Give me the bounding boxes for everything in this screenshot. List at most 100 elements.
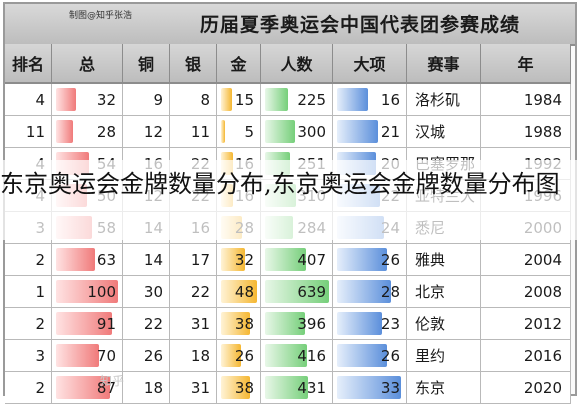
table-cell-year: 2012 <box>481 308 571 340</box>
total-value: 87 <box>96 378 116 397</box>
table-cell-city: 东京 <box>407 372 481 404</box>
city-header: 赛事 <box>407 44 481 84</box>
table-cell-rank: 11 <box>5 116 52 148</box>
events-value: 26 <box>380 250 400 269</box>
table-cell-city: 伦敦 <box>407 308 481 340</box>
table-cell-gold: 38 <box>217 308 261 340</box>
table-cell-silver: 18 <box>170 340 217 372</box>
city-value: 伦敦 <box>415 315 446 333</box>
gold-value: 15 <box>234 90 254 109</box>
table-cell-total: 32 <box>52 84 123 116</box>
table-cell-silver: 31 <box>170 308 217 340</box>
credit-text: 制图@知乎张浩 <box>69 11 133 21</box>
total-bar <box>56 280 118 303</box>
rank-value: 2 <box>35 250 45 269</box>
table-cell-year: 1988 <box>481 116 571 148</box>
image-caption-overlay: 东京奥运会金牌数量分布,东京奥运会金牌数量分布图 <box>0 160 580 240</box>
table-cell-silver: 8 <box>170 84 217 116</box>
events-bar <box>337 312 382 335</box>
gold-value: 38 <box>234 314 254 333</box>
gold-value: 5 <box>244 122 254 141</box>
table-cell-events: 26 <box>333 244 407 276</box>
total-value: 28 <box>96 122 116 141</box>
rank-value: 2 <box>35 378 45 397</box>
total-value: 32 <box>96 90 116 109</box>
events-bar <box>337 376 401 399</box>
athletes-value: 300 <box>297 122 326 141</box>
table-cell-silver: 22 <box>170 276 217 308</box>
table-cell-events: 21 <box>333 116 407 148</box>
city-value: 洛杉矶 <box>415 91 461 109</box>
athletes-value: 407 <box>297 250 326 269</box>
table-cell-total: 91 <box>52 308 123 340</box>
caption-text: 东京奥运会金牌数量分布,东京奥运会金牌数量分布图 <box>0 170 560 198</box>
table-cell-silver: 17 <box>170 244 217 276</box>
total-value: 91 <box>96 314 116 333</box>
table-cell-rank: 2 <box>5 244 52 276</box>
table-cell-rank: 3 <box>5 340 52 372</box>
table-cell-silver: 31 <box>170 372 217 404</box>
table-cell-year: 1984 <box>481 84 571 116</box>
rank-header: 排名 <box>5 44 52 84</box>
bronze-value: 30 <box>143 282 163 301</box>
table-cell-events: 26 <box>333 340 407 372</box>
athletes-bar <box>265 344 307 367</box>
rank-value: 11 <box>25 122 45 141</box>
table-cell-year: 2004 <box>481 244 571 276</box>
year-value: 2004 <box>523 250 562 269</box>
table-cell-athletes: 225 <box>261 84 333 116</box>
athletes-bar <box>265 120 295 143</box>
year-value: 1984 <box>523 90 562 109</box>
table-cell-total: 87 <box>52 372 123 404</box>
gold-value: 48 <box>234 282 254 301</box>
events-value: 26 <box>380 346 400 365</box>
gold-header: 金 <box>217 44 261 84</box>
table-cell-gold: 5 <box>217 116 261 148</box>
rank-value: 4 <box>35 90 45 109</box>
events-value: 16 <box>380 90 400 109</box>
gold-bar <box>221 312 250 335</box>
table-cell-athletes: 300 <box>261 116 333 148</box>
events-bar <box>337 344 387 367</box>
bronze-header: 铜 <box>123 44 170 84</box>
athletes-value: 639 <box>297 282 326 301</box>
table-cell-rank: 2 <box>5 372 52 404</box>
athletes-header: 人数 <box>261 44 333 84</box>
events-bar <box>337 88 368 111</box>
table-cell-gold: 32 <box>217 244 261 276</box>
silver-value: 18 <box>190 346 210 365</box>
events-value: 33 <box>380 378 400 397</box>
year-value: 2016 <box>523 346 562 365</box>
gold-value: 32 <box>234 250 254 269</box>
events-bar <box>337 280 391 303</box>
silver-header: 银 <box>170 44 217 84</box>
total-bar <box>56 344 99 367</box>
table-cell-bronze: 22 <box>123 308 170 340</box>
table-cell-gold: 15 <box>217 84 261 116</box>
gold-value: 38 <box>234 378 254 397</box>
table-cell-total: 63 <box>52 244 123 276</box>
city-value: 东京 <box>415 379 446 397</box>
table-cell-total: 70 <box>52 340 123 372</box>
table-cell-athletes: 396 <box>261 308 333 340</box>
total-value: 100 <box>87 282 116 301</box>
table-cell-events: 33 <box>333 372 407 404</box>
silver-value: 31 <box>190 314 210 333</box>
athletes-value: 396 <box>297 314 326 333</box>
title-bar: 制图@知乎张浩 历届夏季奥运会中国代表团参赛成绩 <box>5 4 575 46</box>
table-cell-events: 28 <box>333 276 407 308</box>
total-bar <box>56 248 95 271</box>
table-cell-bronze: 30 <box>123 276 170 308</box>
table-cell-year: 2016 <box>481 340 571 372</box>
bronze-value: 22 <box>143 314 163 333</box>
athletes-bar <box>265 280 329 303</box>
silver-value: 17 <box>190 250 210 269</box>
table-cell-bronze: 9 <box>123 84 170 116</box>
athletes-bar <box>265 88 288 111</box>
table-cell-city: 洛杉矶 <box>407 84 481 116</box>
table-cell-events: 16 <box>333 84 407 116</box>
table-cell-events: 23 <box>333 308 407 340</box>
total-value: 63 <box>96 250 116 269</box>
events-header: 大项 <box>333 44 407 84</box>
watermark: 知乎 <box>100 374 125 388</box>
